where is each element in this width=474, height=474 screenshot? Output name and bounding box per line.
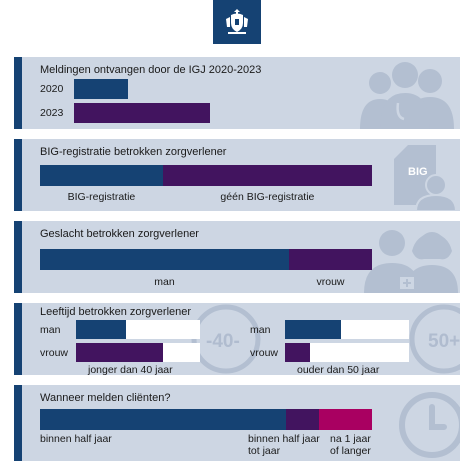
tick-label-man: man xyxy=(250,324,271,336)
segment-1 xyxy=(40,165,163,186)
rijksoverheid-logo xyxy=(213,0,261,44)
tick-label: 2023 xyxy=(40,107,64,119)
man-woman-icon xyxy=(364,230,458,293)
bar-remainder xyxy=(285,343,409,362)
panel-title: Geslacht betrokken zorgverlener xyxy=(40,228,199,240)
big-doc-label: BIG xyxy=(408,166,428,178)
tick-label-man: man xyxy=(40,324,61,336)
segment-label-1: binnen half jaar xyxy=(40,433,112,445)
panel-accent xyxy=(14,385,22,461)
segment-label: vrouw xyxy=(316,276,345,288)
tick-label-vrouw: vrouw xyxy=(250,347,279,359)
segment-label: man xyxy=(154,276,175,288)
segment-label: géén BIG-registratie xyxy=(220,191,315,203)
segment-label: BIG-registratie xyxy=(67,191,136,203)
segment-label-3b: of langer xyxy=(330,445,371,457)
segment-1 xyxy=(40,249,289,270)
panel-wanneer: Wanneer melden cliënten? binnen half jaa… xyxy=(14,385,460,461)
panel-leeftijd: -40- 50+ Leeftijd betrokken zorgverlener… xyxy=(14,303,460,375)
segment-2 xyxy=(289,249,372,270)
panel-accent xyxy=(14,303,22,375)
bar-vrouw xyxy=(76,343,163,362)
clock-icon xyxy=(399,392,460,458)
crest-icon xyxy=(226,9,248,34)
bar-man xyxy=(285,320,341,339)
panel-accent xyxy=(14,139,22,211)
big-document-icon xyxy=(394,145,458,211)
group-label: jonger dan 40 jaar xyxy=(88,364,173,375)
circle-40-icon xyxy=(191,304,261,374)
bar-man xyxy=(76,320,126,339)
panel-accent xyxy=(14,57,22,129)
panel-accent xyxy=(14,221,22,293)
panel-geslacht: Geslacht betrokken zorgverlener man vrouw xyxy=(14,221,460,293)
segment-label-3a: na 1 jaar xyxy=(330,433,371,445)
segment-2 xyxy=(285,409,319,430)
panel-big: BIG BIG-registratie betrokken zorgverlen… xyxy=(14,139,460,211)
segment-1 xyxy=(40,409,286,430)
bar-2023 xyxy=(74,103,210,123)
group-label: ouder dan 50 jaar xyxy=(297,364,380,375)
bar-vrouw xyxy=(285,343,310,362)
tick-label-vrouw: vrouw xyxy=(40,347,69,359)
segment-2 xyxy=(162,165,372,186)
circle-50-icon xyxy=(409,304,460,374)
segment-label-2b: tot jaar xyxy=(248,445,281,457)
doctors-icon xyxy=(360,62,454,129)
panel-title: Meldingen ontvangen door de IGJ 2020-202… xyxy=(40,64,262,76)
tick-label: 2020 xyxy=(40,83,64,95)
bar-2020 xyxy=(74,79,128,99)
segment-label-2a: binnen half jaar xyxy=(248,433,320,445)
panel-title: Leeftijd betrokken zorgverlener xyxy=(40,306,192,318)
panel-title: Wanneer melden cliënten? xyxy=(40,392,171,404)
age-50-number: 50+ xyxy=(428,331,460,352)
panel-meldingen: Meldingen ontvangen door de IGJ 2020-202… xyxy=(14,57,460,129)
segment-3 xyxy=(318,409,372,430)
panel-title: BIG-registratie betrokken zorgverlener xyxy=(40,146,227,158)
age-40-number: -40- xyxy=(206,331,240,352)
